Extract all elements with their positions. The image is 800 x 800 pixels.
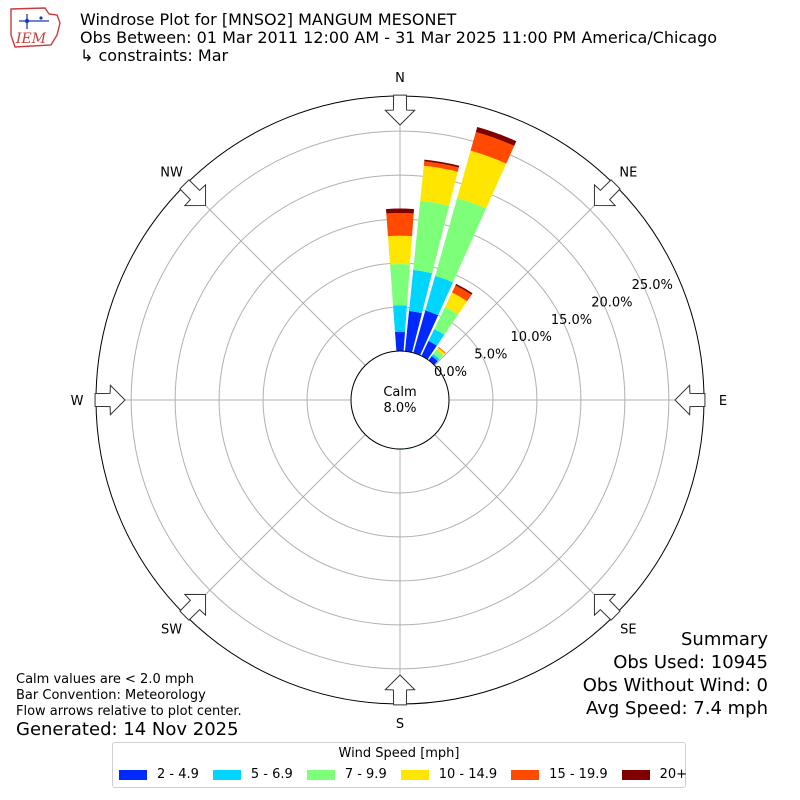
direction-label: S [396, 717, 404, 732]
legend-label: 15 - 19.9 [549, 767, 608, 782]
wind-bar-segment [394, 331, 406, 352]
flow-arrow-icon [179, 593, 207, 621]
obs-period: Obs Between: 01 Mar 2011 12:00 AM - 31 M… [80, 28, 718, 47]
direction-label: SW [161, 622, 182, 637]
wind-bar-segment [413, 200, 450, 274]
legend-label: 10 - 14.9 [438, 767, 498, 782]
wind-bar-segment [451, 285, 472, 302]
flow-arrow-icon [94, 384, 126, 416]
radial-tick-label: 5.0% [474, 348, 507, 363]
wind-bar-segment [437, 346, 446, 354]
legend-label: 7 - 9.9 [344, 767, 387, 782]
wind-bar-segment [420, 165, 458, 206]
flow-arrow-icon [179, 179, 207, 207]
wind-bar-segment [445, 292, 468, 315]
legend-swatch [400, 769, 429, 780]
legend-swatch [511, 769, 540, 780]
wind-bar-segment [434, 306, 459, 335]
wind-bar-segment [387, 235, 413, 265]
legend-items: 2 - 4.9 5 - 6.9 7 - 9.9 10 - 14.9 15 - 19.9 2… [119, 767, 701, 782]
flow-arrow-icon [674, 384, 706, 416]
direction-label: W [71, 394, 84, 409]
flow-arrow-icon [384, 674, 416, 706]
wind-bar-segment [435, 198, 487, 283]
constraints-label: ↳ constraints: Mar [80, 46, 229, 65]
calm-circle [350, 350, 450, 450]
calm-label: Calm [383, 385, 416, 400]
wind-bar-segment [470, 132, 515, 164]
legend-item: 15 - 19.9 [511, 767, 608, 782]
legend-swatch [119, 769, 147, 780]
wind-bar-segment [413, 310, 439, 356]
legend-swatch [306, 769, 335, 780]
wind-bar-segment [424, 159, 460, 168]
wind-bar-segment [386, 212, 414, 237]
legend-item: 20+ [621, 767, 688, 782]
radial-tick-label: 10.0% [511, 330, 552, 345]
legend-label: 5 - 6.9 [250, 767, 293, 782]
wind-bar-segment [436, 347, 446, 356]
legend-item: 7 - 9.9 [306, 767, 387, 782]
svg-text:IEM: IEM [15, 31, 47, 47]
radial-gridline [434, 434, 616, 616]
summary-obs-used: Obs Used: 10945 [613, 652, 768, 673]
summary-obs-without-wind: Obs Without Wind: 0 [582, 675, 768, 696]
summary-avg-speed: Avg Speed: 7.4 mph [586, 698, 768, 719]
direction-label: E [719, 394, 727, 409]
wind-bar-segment [409, 269, 433, 314]
ring-gridline [130, 130, 670, 670]
wind-bar-segment [455, 283, 473, 295]
iem-logo: IEM [10, 7, 61, 48]
wind-bar-segment [475, 126, 517, 146]
radial-tick-label: 25.0% [632, 278, 673, 293]
speed-legend: Wind Speed [mph] 2 - 4.9 5 - 6.9 7 - 9.9 10… [112, 742, 687, 788]
legend-item: 2 - 4.9 [119, 767, 199, 782]
legend-swatch [621, 769, 650, 780]
flow-arrows-note: Flow arrows relative to plot center. [16, 704, 242, 719]
wind-bar-segment [405, 448, 413, 450]
radial-tick-label: 0.0% [434, 365, 467, 380]
direction-label: SE [620, 622, 636, 637]
chart-title: Windrose Plot for [MNSO2] MANGUM MESONET [80, 10, 457, 29]
flow-arrow-icon [593, 593, 621, 621]
flow-arrow-icon [384, 94, 416, 126]
legend-label: 2 - 4.9 [157, 767, 199, 782]
wind-bar-segment [385, 208, 415, 214]
radial-gridline [434, 184, 616, 366]
bar-convention-note: Bar Convention: Meteorology [16, 688, 206, 703]
wind-bar-segment [425, 275, 453, 316]
radial-gridline [184, 184, 366, 366]
wind-bar-segment [393, 305, 407, 332]
generated-date: Generated: 14 Nov 2025 [16, 719, 239, 740]
calm-note: Calm values are < 2.0 mph [16, 672, 195, 687]
wind-bar-segment [433, 349, 444, 360]
wind-bar-segment [428, 355, 438, 365]
legend-title: Wind Speed [mph] [338, 746, 460, 761]
ring-gridline [174, 174, 626, 626]
wind-bar-segment [423, 161, 459, 172]
wind-bar-segment [428, 328, 445, 346]
wind-bar-segment [431, 353, 440, 362]
wind-bar-segment [457, 150, 507, 209]
summary-panel: Summary Obs Used: 10945 Obs Without Wind… [583, 628, 768, 720]
wind-bar-segment [421, 340, 437, 360]
legend-item: 5 - 6.9 [212, 767, 293, 782]
direction-label: NE [619, 166, 637, 181]
wind-bar-segment [390, 263, 410, 306]
direction-label: N [395, 71, 405, 86]
legend-label: 20+ [659, 767, 688, 782]
legend-item: 10 - 14.9 [400, 767, 498, 782]
radial-tick-label: 15.0% [551, 313, 592, 328]
radial-gridline [184, 434, 366, 616]
radial-tick-label: 20.0% [591, 295, 632, 310]
flow-arrow-icon [593, 179, 621, 207]
direction-label: NW [160, 166, 183, 181]
wind-bar-segment [404, 311, 422, 353]
summary-title: Summary [681, 629, 768, 650]
legend-swatch [212, 769, 241, 780]
calm-value: 8.0% [383, 401, 416, 416]
